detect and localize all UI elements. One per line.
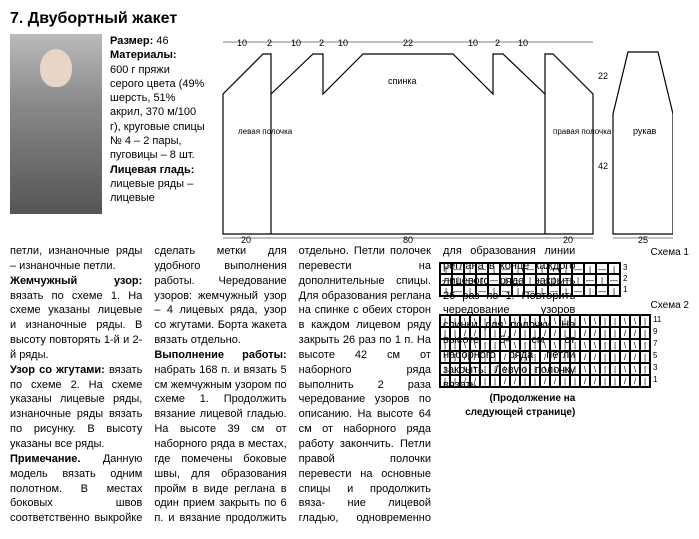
- lits-text: лицевые ряды – лицевые: [110, 178, 193, 204]
- top-section: Размер: 46 Материалы: 600 г пряжи серого…: [10, 34, 689, 244]
- size-value: 46: [156, 35, 168, 47]
- lits-label: Лицевая гладь:: [110, 164, 194, 176]
- svg-text:10: 10: [468, 38, 478, 48]
- svg-text:42: 42: [598, 161, 608, 171]
- specs-column: Размер: 46 Материалы: 600 г пряжи серого…: [110, 34, 205, 244]
- svg-text:25: 25: [638, 235, 648, 244]
- mat-label: Материалы:: [110, 49, 177, 61]
- svg-text:2: 2: [495, 38, 500, 48]
- p5: набрать 168 п. и вязать 5 см жемчужным у…: [154, 364, 286, 391]
- svg-text:80: 80: [403, 235, 413, 244]
- p2: вязать по схеме 1. На схеме указаны лице…: [10, 290, 142, 361]
- size-label: Размер:: [110, 35, 153, 47]
- svg-text:правая полочка: правая полочка: [553, 127, 612, 136]
- p3b: Узор со жгутами:: [10, 364, 105, 376]
- svg-text:10: 10: [338, 38, 348, 48]
- page-title: 7. Двубортный жакет: [10, 10, 689, 28]
- svg-text:10: 10: [237, 38, 247, 48]
- mat-text: 600 г пряжи серого цвета (49% шерсть, 51…: [110, 64, 205, 162]
- continuation: (Продолжение на следующей странице): [443, 392, 575, 419]
- svg-text:2: 2: [319, 38, 324, 48]
- svg-text:2: 2: [267, 38, 272, 48]
- svg-text:10: 10: [291, 38, 301, 48]
- p5b: Выполнение работы:: [154, 349, 286, 361]
- p1: петли, изнаночные ряды – изнаночные петл…: [10, 245, 142, 272]
- pattern-diagram: 10 2 10 2 10 22 10 2 10 спинка левая пол…: [213, 34, 689, 244]
- svg-text:10: 10: [518, 38, 528, 48]
- svg-text:спинка: спинка: [388, 76, 417, 86]
- svg-text:20: 20: [563, 235, 573, 244]
- svg-text:20: 20: [241, 235, 251, 244]
- body-text: Схема 1 |—|—|—|—|—|—|—|—|—|—|—|—|—|—|—|—…: [10, 244, 689, 529]
- p2b: Жемчужный узор:: [10, 275, 142, 287]
- svg-text:рукав: рукав: [633, 126, 657, 136]
- svg-text:22: 22: [403, 38, 413, 48]
- svg-text:22: 22: [598, 71, 608, 81]
- model-photo: [10, 34, 102, 214]
- p3: вязать по схеме 2. На схеме указаны лице…: [10, 364, 142, 450]
- p4b: Примечание.: [10, 453, 80, 465]
- svg-text:левая полочка: левая полочка: [238, 127, 293, 136]
